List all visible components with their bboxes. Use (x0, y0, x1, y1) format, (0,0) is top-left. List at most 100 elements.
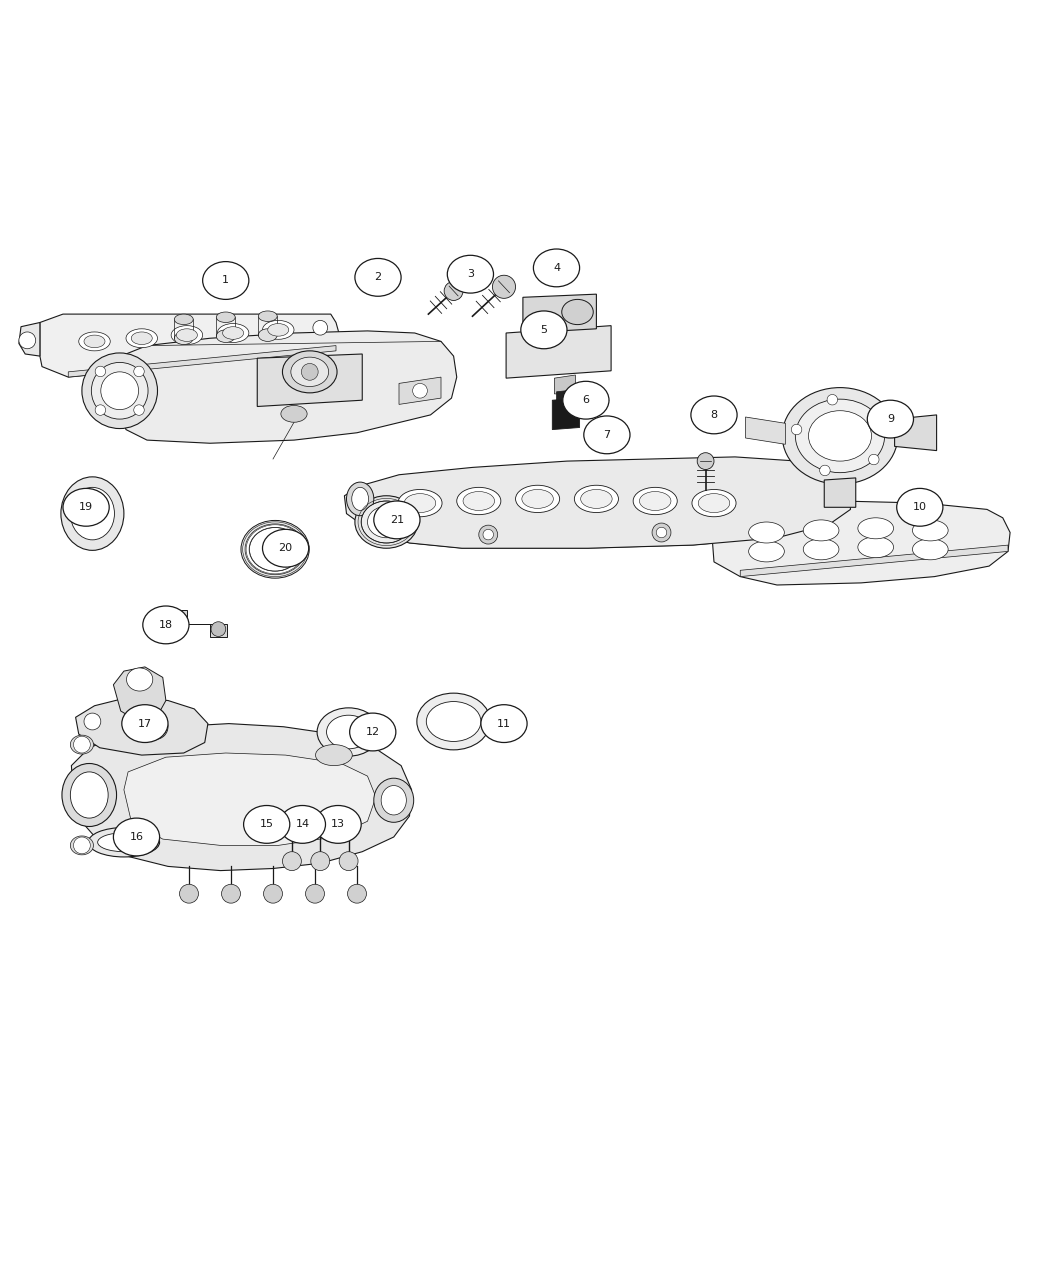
Ellipse shape (91, 362, 148, 419)
Circle shape (264, 885, 282, 903)
Ellipse shape (70, 487, 114, 539)
Polygon shape (554, 375, 575, 394)
Text: 15: 15 (259, 820, 274, 830)
Circle shape (820, 465, 831, 476)
Ellipse shape (315, 745, 352, 765)
Ellipse shape (327, 715, 371, 748)
Ellipse shape (244, 806, 290, 843)
Text: 11: 11 (497, 719, 511, 728)
Ellipse shape (282, 351, 337, 393)
Ellipse shape (258, 311, 277, 321)
Ellipse shape (126, 329, 158, 348)
Circle shape (143, 714, 168, 740)
Ellipse shape (291, 357, 329, 386)
Text: 17: 17 (138, 719, 152, 728)
Ellipse shape (481, 705, 527, 742)
Circle shape (444, 282, 463, 301)
Ellipse shape (98, 833, 150, 852)
Text: 2: 2 (375, 273, 381, 282)
Ellipse shape (176, 329, 197, 342)
Polygon shape (552, 398, 580, 430)
Polygon shape (40, 314, 341, 377)
Circle shape (868, 454, 879, 465)
Polygon shape (824, 478, 856, 507)
Ellipse shape (88, 827, 160, 857)
Polygon shape (712, 501, 1010, 585)
Text: 13: 13 (331, 820, 345, 830)
Ellipse shape (242, 520, 310, 578)
Ellipse shape (808, 411, 871, 462)
Ellipse shape (533, 249, 580, 287)
Circle shape (96, 404, 106, 416)
Polygon shape (399, 377, 441, 404)
Ellipse shape (581, 490, 612, 509)
Ellipse shape (249, 528, 301, 571)
Ellipse shape (174, 314, 193, 325)
Ellipse shape (912, 539, 948, 560)
Polygon shape (740, 546, 1008, 576)
Circle shape (282, 852, 301, 871)
Text: 18: 18 (159, 620, 173, 630)
Ellipse shape (633, 487, 677, 515)
Circle shape (348, 885, 366, 903)
Ellipse shape (143, 606, 189, 644)
Polygon shape (523, 295, 596, 333)
Ellipse shape (574, 486, 618, 513)
Text: 12: 12 (365, 727, 380, 737)
Circle shape (133, 366, 144, 376)
Ellipse shape (216, 330, 235, 343)
Ellipse shape (361, 501, 412, 543)
Ellipse shape (280, 405, 307, 422)
Ellipse shape (867, 400, 914, 439)
Text: 8: 8 (711, 409, 717, 419)
Ellipse shape (258, 329, 277, 342)
Circle shape (873, 412, 883, 423)
Circle shape (697, 453, 714, 469)
Ellipse shape (381, 785, 406, 815)
Ellipse shape (63, 488, 109, 527)
Polygon shape (124, 754, 376, 845)
Ellipse shape (268, 324, 289, 337)
Circle shape (306, 885, 324, 903)
Ellipse shape (279, 806, 326, 843)
Ellipse shape (698, 493, 730, 513)
Ellipse shape (417, 694, 490, 750)
Ellipse shape (374, 501, 420, 539)
Ellipse shape (315, 806, 361, 843)
Ellipse shape (317, 708, 380, 756)
Circle shape (656, 528, 667, 538)
Circle shape (827, 394, 838, 405)
Ellipse shape (522, 490, 553, 509)
Text: 14: 14 (295, 820, 310, 830)
Ellipse shape (563, 381, 609, 419)
Circle shape (180, 885, 198, 903)
Polygon shape (71, 724, 412, 871)
Text: 19: 19 (79, 502, 93, 513)
Ellipse shape (897, 488, 943, 527)
Ellipse shape (516, 486, 560, 513)
Ellipse shape (803, 539, 839, 560)
Polygon shape (895, 414, 937, 450)
Text: 20: 20 (278, 543, 293, 553)
Polygon shape (68, 346, 336, 377)
Ellipse shape (62, 764, 117, 826)
Ellipse shape (447, 255, 494, 293)
Ellipse shape (126, 668, 153, 691)
Ellipse shape (749, 521, 784, 543)
Circle shape (74, 736, 90, 754)
Circle shape (211, 622, 226, 636)
Ellipse shape (796, 399, 884, 473)
Ellipse shape (912, 520, 948, 541)
Polygon shape (113, 332, 457, 444)
Circle shape (301, 363, 318, 380)
Ellipse shape (113, 819, 160, 856)
Circle shape (483, 529, 493, 539)
Ellipse shape (70, 736, 93, 754)
Circle shape (222, 885, 240, 903)
Text: 6: 6 (583, 395, 589, 405)
Polygon shape (373, 524, 777, 548)
Polygon shape (113, 667, 166, 724)
Ellipse shape (174, 332, 193, 344)
Ellipse shape (79, 332, 110, 351)
Ellipse shape (122, 705, 168, 742)
